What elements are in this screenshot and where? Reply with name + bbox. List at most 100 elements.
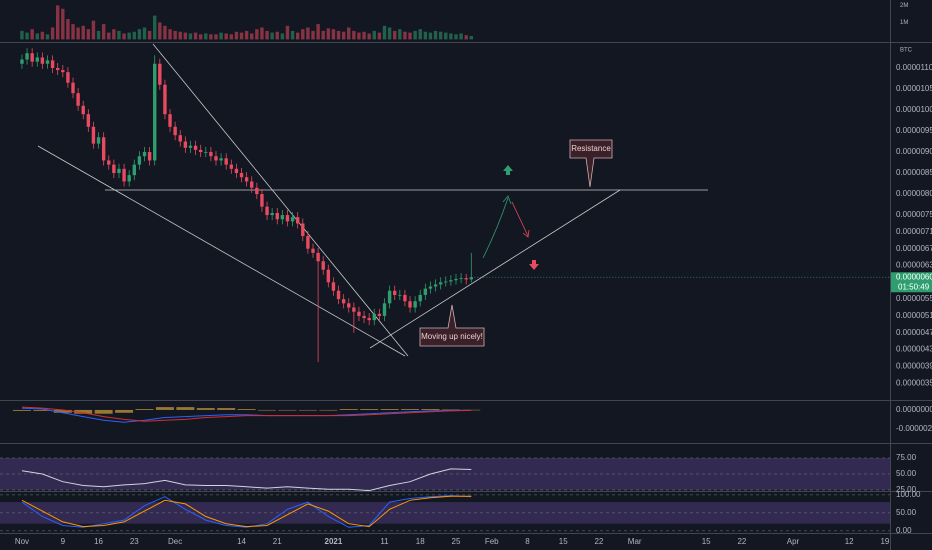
histogram-bar: [12, 409, 31, 411]
candle-body: [229, 164, 234, 169]
x-tick-label: 8: [525, 537, 530, 546]
candle-body: [362, 315, 366, 319]
volume-bar: [40, 31, 45, 40]
x-tick-label: Dec: [168, 537, 182, 546]
volume-bar: [107, 32, 111, 40]
volume-bar: [444, 32, 448, 40]
x-tick-label: 14: [237, 537, 246, 546]
x-tick-label: 21: [273, 537, 282, 546]
volume-bar: [408, 32, 412, 40]
candle-body: [45, 60, 50, 64]
candle-body: [367, 318, 371, 321]
y-tick-label: 50.00: [896, 508, 917, 517]
volume-bar: [183, 32, 188, 40]
volume-bar: [331, 29, 336, 40]
volume-bar: [61, 8, 65, 40]
volume-bar: [86, 29, 91, 40]
candle-body: [61, 70, 65, 73]
callout-box: [419, 304, 485, 347]
candle-body: [260, 194, 264, 207]
candle-body: [35, 57, 39, 62]
volume-bar: [336, 30, 341, 40]
candle-body: [347, 303, 351, 308]
candle-body: [96, 137, 101, 144]
candle-body: [449, 280, 453, 282]
candle-body: [285, 215, 290, 222]
candle-body: [168, 114, 172, 127]
x-tick-label: 25: [452, 537, 461, 546]
volume-bar: [382, 25, 387, 40]
candle-body: [153, 63, 157, 161]
volume-bar: [147, 30, 152, 40]
volume-bar: [362, 31, 366, 40]
candle-body: [428, 286, 433, 289]
x-tick-label: 19: [880, 537, 889, 546]
candle-body: [163, 84, 167, 115]
indicator-line: [21, 406, 472, 422]
candle-body: [469, 277, 473, 280]
candle-body: [30, 53, 34, 62]
candle-body: [280, 215, 285, 220]
volume-bar: [178, 31, 182, 40]
candle-body: [122, 168, 126, 182]
drawings: [37, 43, 708, 357]
histogram-bar: [74, 409, 93, 414]
candle-body: [398, 294, 402, 296]
volume-tick-label: 2M: [900, 3, 908, 9]
candle-body: [357, 311, 361, 316]
x-tick-label: 18: [416, 537, 425, 546]
histogram-bar: [258, 409, 277, 411]
volume-bar: [423, 31, 428, 40]
countdown: 01:50:49: [898, 282, 930, 291]
candle-body: [290, 217, 295, 222]
candle-body: [382, 303, 387, 316]
volume-bar: [30, 29, 34, 40]
candle-body: [173, 126, 177, 136]
candle-body: [433, 284, 438, 287]
volume-bar: [295, 32, 300, 40]
volume-bar: [193, 32, 198, 40]
candle-body: [204, 152, 208, 153]
candle-body: [352, 307, 356, 312]
candle-body: [275, 212, 279, 220]
volume-bar: [158, 22, 162, 40]
candle-body: [81, 105, 85, 115]
candle-body: [178, 135, 182, 142]
volume-bar: [81, 25, 85, 40]
support-line: [369, 189, 621, 349]
candle-body: [55, 67, 60, 71]
histogram-bar: [298, 409, 317, 411]
candle-body: [331, 282, 336, 291]
candle-body: [387, 290, 392, 304]
candle-body: [71, 82, 75, 94]
volume-bar: [387, 27, 392, 40]
candle-body: [101, 137, 106, 161]
volume-bar: [71, 24, 75, 40]
x-tick-label: 15: [702, 537, 711, 546]
y-tick-label: 0.00000000: [896, 405, 932, 414]
volume-bar: [20, 30, 24, 40]
arrow-head: [522, 229, 530, 238]
callouts: Resistance Moving up nicely!: [419, 139, 613, 347]
volume-bar: [127, 32, 131, 40]
candle-body: [117, 168, 121, 174]
candle-body: [408, 301, 412, 308]
indicator-line: [21, 495, 472, 528]
volume-bar: [418, 29, 422, 40]
x-tick-label: 16: [94, 537, 103, 546]
volume-bar: [25, 32, 29, 40]
x-tick-label: 22: [594, 537, 603, 546]
volume-bar: [275, 31, 279, 40]
candle-body: [198, 149, 203, 153]
volume-bar: [357, 32, 361, 40]
volume-bar: [66, 19, 70, 40]
